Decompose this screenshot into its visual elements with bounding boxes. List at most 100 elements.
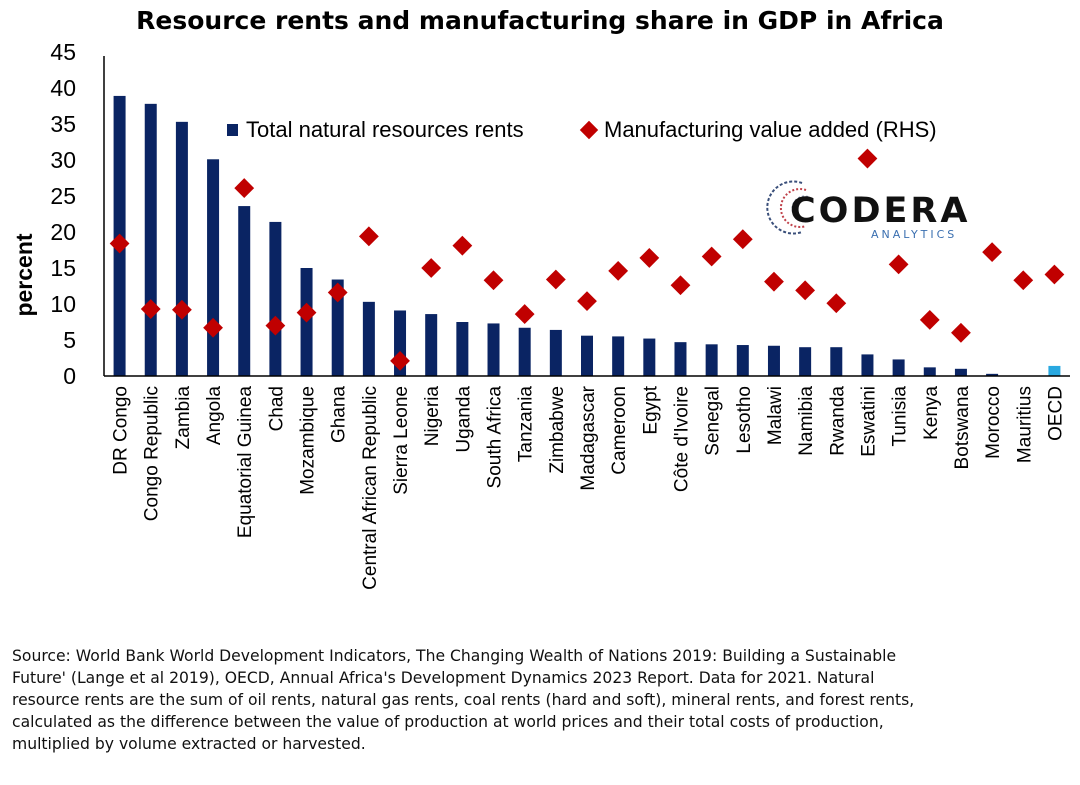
- logo-name: CODERA: [790, 191, 970, 231]
- legend-swatch-markers: [579, 120, 599, 140]
- bar: [705, 344, 718, 376]
- x-tick-label: Angola: [204, 386, 225, 446]
- marker: [172, 299, 192, 320]
- bar: [425, 314, 438, 376]
- marker: [358, 226, 379, 247]
- legend-swatch-bars: [227, 124, 238, 136]
- bar: [487, 323, 500, 376]
- marker: [421, 258, 442, 278]
- x-tick-label: Egypt: [640, 385, 661, 434]
- marker: [390, 350, 410, 371]
- bar: [1048, 365, 1061, 376]
- marker: [483, 270, 504, 291]
- chart-plot: 0 5 10 15 20 25 30 35 40 45 DR Congo Congo Republi…: [11, 39, 1070, 590]
- marker: [857, 148, 878, 169]
- x-tick-label: Cameroon: [609, 386, 630, 475]
- y-tick-label: 0: [63, 363, 76, 389]
- bar: [892, 359, 905, 376]
- x-tick-label: Morocco: [983, 386, 1004, 459]
- logo-tagline: ANALYTICS: [871, 228, 957, 241]
- marker: [608, 260, 629, 281]
- x-tick-label: Tanzania: [516, 386, 537, 462]
- source-line: Source: World Bank World Development Ind…: [12, 647, 897, 665]
- x-tick-label: Lesotho: [734, 386, 755, 454]
- x-tick-label: Ghana: [329, 386, 350, 443]
- bar: [612, 336, 625, 376]
- x-tick-label: Madagascar: [578, 385, 599, 490]
- marker: [1013, 270, 1034, 291]
- bar: [144, 103, 157, 376]
- source-line: Future' (Lange et al 2019), OECD, Annual…: [12, 669, 875, 687]
- x-tick-label: Kenya: [921, 386, 942, 440]
- bar: [799, 347, 812, 376]
- y-tick-label: 40: [50, 75, 76, 101]
- y-tick-label: 45: [50, 39, 76, 65]
- bar: [861, 354, 874, 376]
- bar: [456, 322, 469, 376]
- marker: [327, 282, 348, 303]
- source-line: resource rents are the sum of oil rents,…: [12, 691, 915, 709]
- y-axis-ticks: 0 5 10 15 20 25 30 35 40 45: [50, 39, 76, 389]
- marker: [951, 322, 971, 343]
- x-tick-label: Senegal: [703, 386, 724, 456]
- marker: [234, 178, 255, 198]
- marker: [919, 309, 940, 330]
- marker: [577, 291, 597, 312]
- bar: [518, 327, 531, 376]
- bar: [736, 345, 749, 376]
- y-tick-label: 25: [50, 183, 76, 209]
- bar: [581, 335, 593, 376]
- marker: [732, 229, 753, 250]
- bar: [986, 373, 999, 376]
- bar: [923, 367, 936, 376]
- source-line: calculated as the difference between the…: [12, 713, 884, 731]
- x-tick-label: Rwanda: [827, 386, 848, 456]
- x-tick-label: South Africa: [485, 386, 506, 489]
- bar: [238, 206, 251, 376]
- y-tick-label: 15: [50, 255, 76, 281]
- y-tick-label: 20: [50, 219, 76, 245]
- bar: [830, 347, 843, 376]
- x-tick-label: Botswana: [952, 386, 973, 470]
- x-tick-label: Equatorial Guinea: [235, 386, 256, 539]
- marker: [452, 235, 473, 256]
- marker: [639, 248, 660, 268]
- marker: [109, 233, 130, 254]
- x-tick-label: Tunisia: [890, 386, 911, 447]
- x-tick-label: Central African Republic: [360, 386, 381, 590]
- bar: [175, 121, 188, 376]
- x-tick-label: OECD: [1045, 386, 1066, 441]
- bar: [643, 338, 656, 376]
- bar: [331, 279, 344, 376]
- bar: [954, 368, 967, 376]
- marker: [203, 317, 223, 338]
- bar: [767, 345, 780, 376]
- marker: [764, 271, 784, 292]
- bar: [362, 301, 375, 376]
- x-tick-label: Mauritius: [1014, 386, 1035, 463]
- y-tick-label: 5: [63, 327, 76, 353]
- marker: [888, 254, 909, 275]
- marker: [982, 242, 1002, 263]
- x-tick-label: Congo Republic: [142, 386, 163, 521]
- source-note: Source: World Bank World Development Ind…: [12, 645, 1062, 755]
- chart-title: Resource rents and manufacturing share i…: [136, 6, 944, 35]
- x-tick-label: DR Congo: [111, 386, 132, 475]
- x-tick-label: Namibia: [796, 386, 817, 456]
- legend-label-markers: Manufacturing value added (RHS): [604, 117, 937, 142]
- x-tick-label: Sierra Leone: [391, 386, 412, 495]
- legend-label-bars: Total natural resources rents: [246, 117, 524, 142]
- marker-series: [109, 148, 1065, 371]
- marker: [296, 302, 317, 323]
- marker: [1044, 264, 1065, 285]
- x-tick-label: Malawi: [765, 386, 786, 445]
- x-tick-label: Nigeria: [422, 386, 443, 447]
- marker: [795, 280, 816, 301]
- y-axis-label: percent: [11, 233, 37, 316]
- bar: [207, 159, 220, 376]
- marker: [545, 269, 566, 290]
- marker: [670, 275, 691, 296]
- codera-logo: CODERA ANALYTICS: [766, 180, 970, 241]
- logo-mark: [766, 180, 809, 235]
- x-tick-label: Zimbabwe: [547, 386, 568, 474]
